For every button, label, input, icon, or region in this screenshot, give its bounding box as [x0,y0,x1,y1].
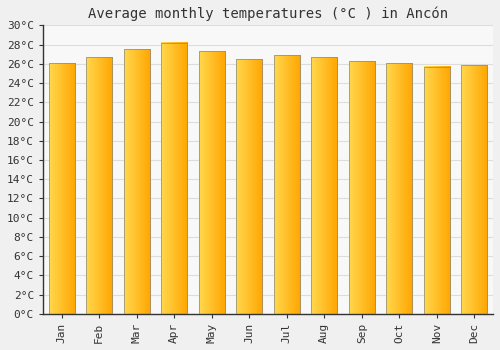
Bar [424,67,450,314]
Bar [348,61,375,314]
Bar [274,55,300,314]
Bar [48,63,75,314]
Bar [124,49,150,314]
Bar [86,57,113,314]
Bar [198,51,225,314]
Bar [386,63,412,314]
Bar [311,57,338,314]
Bar [161,43,188,314]
Bar [236,59,262,314]
Bar [461,65,487,314]
Title: Average monthly temperatures (°C ) in Ancón: Average monthly temperatures (°C ) in An… [88,7,448,21]
